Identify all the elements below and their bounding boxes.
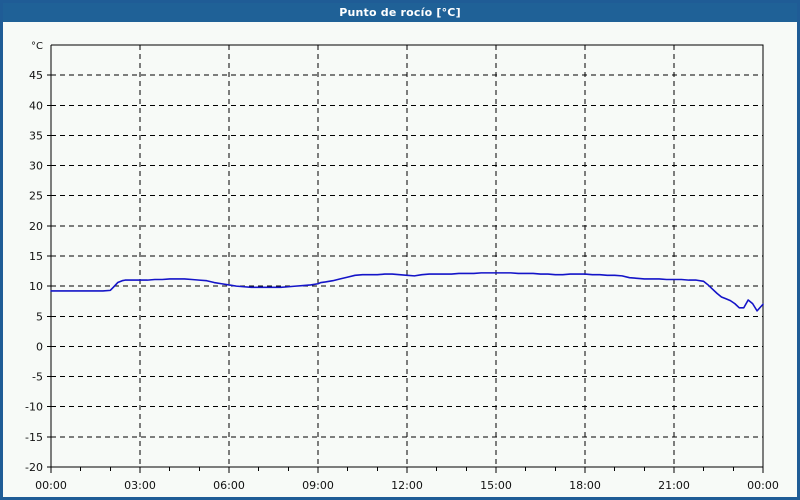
x-tick-date-label: 28/12/25 (115, 495, 164, 497)
x-tick-date-label: 28/12/25 (649, 495, 698, 497)
y-axis-unit-label: °C (31, 41, 43, 52)
y-tick-label: -5 (32, 371, 43, 384)
plot-area: 45 40 35 30 25 20 15 10 5 0 -5 -10 -15 -20 00:00 28/12… (3, 22, 797, 497)
x-tick-time-label: 09:00 (302, 479, 334, 492)
y-tick-label: 15 (29, 250, 43, 263)
y-tick-label: 40 (29, 99, 43, 112)
y-tick-label: -15 (25, 431, 43, 444)
y-tick-label: 30 (29, 160, 43, 173)
y-tick-label: -20 (25, 461, 43, 474)
y-tick-label: 35 (29, 129, 43, 142)
x-axis-labels: 00:00 28/12/25 03:00 28/12/25 06:00 28/12/25 0… (26, 479, 787, 497)
y-tick-label: 0 (36, 340, 43, 353)
x-tick-time-label: 21:00 (658, 479, 690, 492)
data-series-line (50, 272, 764, 312)
plot-border (51, 44, 764, 467)
y-tick-label: 10 (29, 280, 43, 293)
x-tick-date-label: 28/12/25 (560, 495, 609, 497)
x-tick-date-label: 28/12/25 (471, 495, 520, 497)
y-tick-label: 5 (36, 310, 43, 323)
y-tick-label: -10 (25, 401, 43, 414)
x-tick-time-label: 18:00 (569, 479, 601, 492)
tickmarks-group (47, 74, 764, 473)
y-tick-label: 45 (29, 69, 43, 82)
x-tick-date-label: 28/12/25 (26, 495, 75, 497)
window-title-bar: Punto de rocío [°C] (3, 3, 797, 22)
axis-frame (50, 44, 764, 468)
dew-point-line-chart: 45 40 35 30 25 20 15 10 5 0 -5 -10 -15 -20 00:00 28/12… (25, 41, 788, 497)
x-tick-date-label: 28/12/25 (293, 495, 342, 497)
x-tick-date-label: 28/12/25 (204, 495, 253, 497)
series-group (50, 272, 764, 312)
x-tick-time-label: 00:00 (747, 479, 779, 492)
x-tick-time-label: 12:00 (391, 479, 423, 492)
x-tick-time-label: 03:00 (124, 479, 156, 492)
y-tick-label: 25 (29, 190, 43, 203)
y-axis-labels: 45 40 35 30 25 20 15 10 5 0 -5 -10 -15 -20 (25, 69, 43, 474)
x-tick-date-label: 29/12/25 (738, 495, 787, 497)
x-tick-time-label: 00:00 (35, 479, 67, 492)
axis-spines (50, 45, 763, 468)
x-tick-date-label: 28/12/25 (382, 495, 431, 497)
x-tick-time-label: 15:00 (480, 479, 512, 492)
gridlines-group (51, 45, 763, 467)
page-title: Punto de rocío [°C] (339, 6, 461, 19)
y-unit-label: °C (31, 41, 43, 52)
y-tick-label: 20 (29, 220, 43, 233)
x-tick-time-label: 06:00 (213, 479, 245, 492)
